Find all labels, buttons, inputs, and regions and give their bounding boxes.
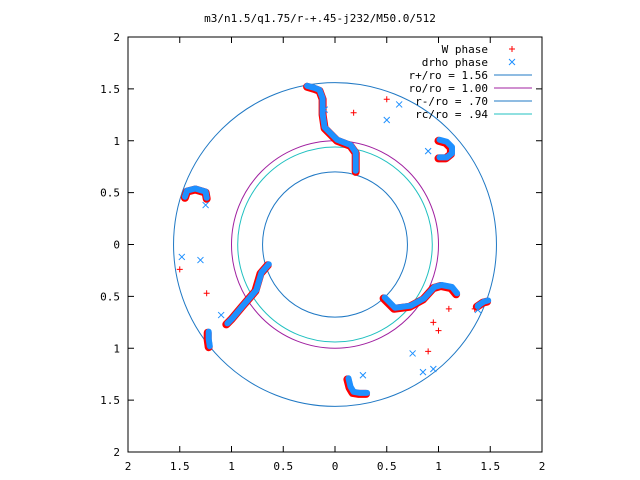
legend-label: ro/ro = 1.00 xyxy=(409,82,488,95)
legend-label: drho phase xyxy=(422,56,488,69)
data-arm xyxy=(474,297,492,309)
data-arm xyxy=(345,375,371,396)
legend-label: r-/ro = .70 xyxy=(415,95,488,108)
data-arm xyxy=(205,328,213,350)
data-point xyxy=(424,147,432,155)
y-tick-label: 1 xyxy=(113,342,120,355)
data-point xyxy=(425,348,432,355)
x-tick-label: 2 xyxy=(125,460,132,473)
legend-label: W phase xyxy=(442,43,488,56)
data-point xyxy=(409,350,416,357)
x-tick-label: 2 xyxy=(539,460,546,473)
data-arm xyxy=(381,282,461,311)
y-tick-label: 1 xyxy=(113,135,120,148)
data-arm xyxy=(304,82,359,174)
data-point xyxy=(429,365,437,373)
x-tick-label: 0.5 xyxy=(273,460,293,473)
data-series xyxy=(176,82,492,398)
data-point xyxy=(217,311,225,319)
circle-rc/ro = .94 xyxy=(237,146,433,343)
y-tick-label: 2 xyxy=(113,446,120,459)
data-point xyxy=(419,368,427,376)
circle-r+/ro = 1.56 xyxy=(173,82,497,407)
x-tick-label: 1 xyxy=(228,460,235,473)
y-tick-label: 0.5 xyxy=(100,290,120,303)
chart-title: m3/n1.5/q1.75/r-+.45-j232/M50.0/512 xyxy=(204,12,436,25)
y-tick-label: 1.5 xyxy=(100,83,120,96)
data-point xyxy=(435,327,442,334)
data-point xyxy=(178,253,186,261)
data-arm xyxy=(181,185,210,201)
legend-label: rc/ro = .94 xyxy=(415,108,488,121)
x-tick-label: 0.5 xyxy=(377,460,397,473)
x-tick-label: 0 xyxy=(332,460,339,473)
data-point xyxy=(350,109,357,116)
legend-marker xyxy=(509,46,515,52)
data-point xyxy=(430,319,437,326)
y-tick-label: 0 xyxy=(113,239,120,252)
circle-r-/ro = .70 xyxy=(262,171,408,318)
x-tick-label: 1.5 xyxy=(170,460,190,473)
data-point xyxy=(202,201,209,209)
y-tick-label: 2 xyxy=(113,31,120,44)
series-drho phase xyxy=(178,82,492,396)
x-tick-label: 1 xyxy=(435,460,442,473)
data-arm xyxy=(224,261,272,327)
data-point xyxy=(383,96,390,103)
legend-label: r+/ro = 1.56 xyxy=(409,69,488,82)
y-tick-label: 0.5 xyxy=(100,187,120,200)
x-tick-label: 1.5 xyxy=(480,460,500,473)
data-point xyxy=(359,371,367,379)
data-arm xyxy=(436,136,455,161)
data-point xyxy=(321,106,329,113)
y-tick-label: 1.5 xyxy=(100,394,120,407)
legend-marker xyxy=(508,58,516,66)
reference-circles xyxy=(173,82,497,407)
data-point xyxy=(395,101,403,108)
data-point xyxy=(197,256,204,264)
data-point xyxy=(383,116,391,124)
data-arm xyxy=(303,82,360,176)
data-point xyxy=(474,306,482,314)
data-point xyxy=(203,290,210,297)
axis-ticks: 2 1.5 1 0.5 0 0.5 1 1.5 221.510.500.511.52 xyxy=(100,31,545,473)
data-point xyxy=(445,305,452,312)
data-point xyxy=(176,266,183,273)
